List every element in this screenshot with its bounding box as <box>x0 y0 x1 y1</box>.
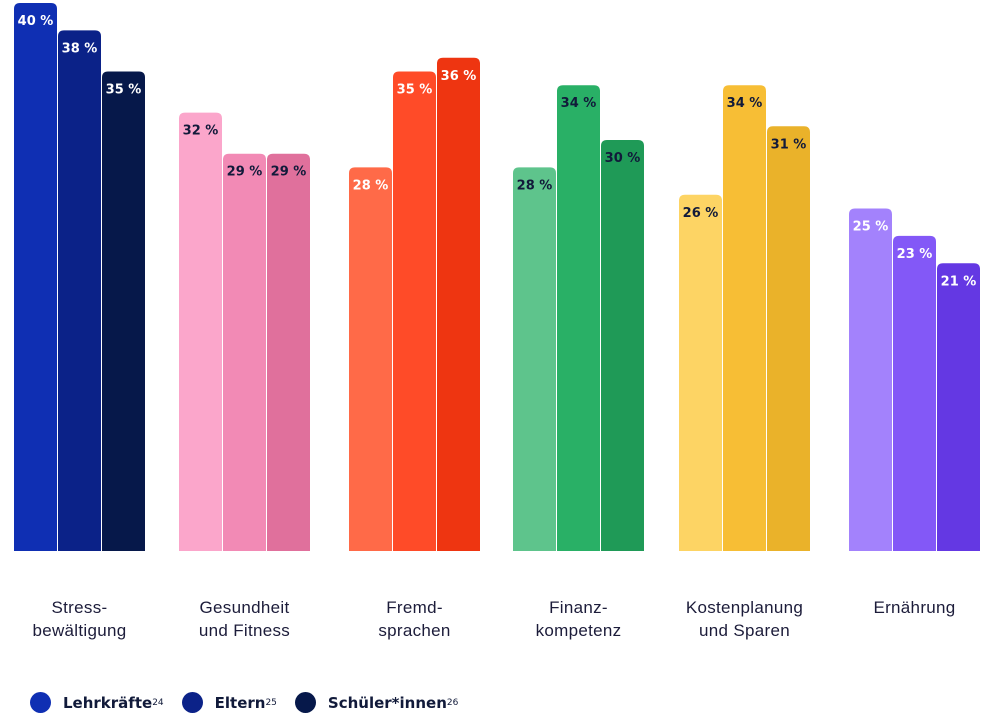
value-label: 25 % <box>853 220 889 235</box>
legend-swatch <box>30 692 51 713</box>
category-label-line: Ernährung <box>873 598 955 617</box>
value-label: 31 % <box>771 137 807 152</box>
bar-0-2 <box>102 71 145 551</box>
bar-0-0 <box>14 3 57 551</box>
category-label-line: Stress- <box>52 598 108 617</box>
value-label: 21 % <box>941 274 977 289</box>
bar-3-0 <box>513 167 556 551</box>
value-label: 35 % <box>397 83 433 98</box>
bar-2-0 <box>349 167 392 551</box>
bar-1-0 <box>179 112 222 551</box>
bar-5-1 <box>893 235 936 551</box>
bar-4-2 <box>767 126 810 552</box>
category-label-line: und Fitness <box>199 621 290 640</box>
value-label: 40 % <box>18 14 54 29</box>
value-label: 34 % <box>561 96 597 111</box>
category-label: Gesundheit und Fitness <box>199 598 290 640</box>
value-label: 36 % <box>441 69 477 84</box>
category-label-line: kompetenz <box>536 621 622 640</box>
bar-3-2 <box>601 140 644 551</box>
category-label-line: bewältigung <box>32 621 126 640</box>
value-label: 38 % <box>62 41 98 56</box>
legend-label: Schüler*innen <box>327 693 447 712</box>
bar-1-2 <box>267 153 310 551</box>
category-label: Stress-bewältigung <box>32 598 126 640</box>
bar-5-0 <box>849 208 892 551</box>
category-label: Fremd-sprachen <box>378 598 450 640</box>
category-label: Kostenplanung und Sparen <box>686 598 803 640</box>
legend-swatch <box>181 692 203 713</box>
bar-2-2 <box>437 57 480 552</box>
legend-footnote: 24 <box>152 697 164 708</box>
category-label-line: Finanz- <box>549 598 608 617</box>
legend-footnote: 26 <box>446 697 459 708</box>
value-label: 28 % <box>517 178 553 193</box>
bars-group <box>14 3 980 552</box>
bar-5-2 <box>937 263 980 551</box>
bar-2-1 <box>393 71 436 551</box>
category-label-line: Fremd- <box>386 598 443 617</box>
category-label-line: Kostenplanung <box>686 598 803 617</box>
category-label: Ernährung <box>873 598 955 617</box>
category-label-line: sprachen <box>378 621 450 640</box>
bar-4-0 <box>679 194 722 552</box>
value-label: 30 % <box>605 151 641 166</box>
category-label: Finanz-kompetenz <box>536 598 622 640</box>
legend-swatch <box>294 692 316 713</box>
category-label-line: Gesundheit <box>200 598 290 617</box>
bar-3-1 <box>557 85 600 551</box>
legend-label: Lehrkräfte <box>63 693 153 712</box>
category-label-line: und Sparen <box>699 621 790 640</box>
legend-footnote: 25 <box>265 697 277 708</box>
bar-1-1 <box>223 153 266 551</box>
value-label: 35 % <box>106 83 142 98</box>
bar-0-1 <box>58 30 101 551</box>
legend: Lehrkräfte 24 Eltern 25 Schüler*innen 26 <box>30 692 476 713</box>
value-label: 26 % <box>683 206 719 221</box>
legend-item-eltern: Eltern 25 <box>181 692 277 713</box>
value-labels-group: 40 % 38 % 35 % 32 % 29 % 29 % 28 % 35 % 36 % 28 %… <box>18 14 977 289</box>
legend-item-schueler: Schüler*innen 26 <box>294 692 459 713</box>
legend-item-lehrkraefte: Lehrkräfte 24 <box>30 692 164 713</box>
value-label: 32 % <box>183 124 219 139</box>
legend-label: Eltern <box>214 693 266 712</box>
value-label: 23 % <box>897 247 933 262</box>
bar-4-1 <box>723 85 766 551</box>
category-labels-group: Stress-bewältigung Gesundheit und Fitness F… <box>32 598 955 640</box>
value-label: 34 % <box>727 96 763 111</box>
value-label: 28 % <box>353 178 389 193</box>
value-label: 29 % <box>271 165 307 180</box>
value-label: 29 % <box>227 165 263 180</box>
